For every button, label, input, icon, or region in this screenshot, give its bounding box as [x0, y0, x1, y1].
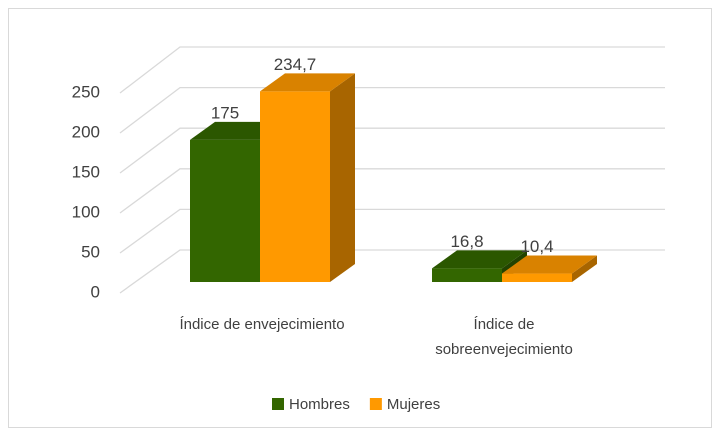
- grid-line: [119, 249, 665, 294]
- grid-line: [119, 86, 665, 134]
- x-tick-label: Índice de envejecimiento: [179, 316, 345, 333]
- legend-swatch: [369, 398, 382, 410]
- bar-top: [432, 250, 527, 269]
- bar-top: [260, 73, 355, 92]
- bar-side: [572, 255, 597, 282]
- value-label: 234,7: [274, 55, 317, 74]
- y-tick-label: 150: [72, 162, 100, 181]
- bar-front: [432, 268, 502, 282]
- value-label: 10,4: [520, 237, 553, 256]
- bar-top: [502, 255, 597, 274]
- legend-label: Mujeres: [387, 396, 440, 413]
- legend-swatch: [272, 398, 284, 410]
- value-label: 175: [211, 103, 239, 122]
- bar-front: [502, 273, 572, 282]
- value-label: 16,8: [450, 232, 483, 251]
- grid-line: [119, 46, 665, 94]
- y-tick-label: 200: [72, 122, 100, 141]
- bar: [502, 255, 597, 282]
- bar: [260, 73, 355, 282]
- y-tick-label: 0: [91, 282, 100, 301]
- chart-border: [8, 8, 712, 428]
- grid-line: [119, 208, 665, 254]
- x-tick-label: Índice de sobreenvejecimiento: [435, 316, 573, 358]
- y-tick-label: 250: [72, 82, 100, 101]
- grid-line: [119, 127, 665, 174]
- legend-label: Hombres: [289, 396, 350, 413]
- bar-front: [190, 139, 260, 282]
- y-tick-label: 100: [72, 202, 100, 221]
- grid-line: [119, 168, 665, 214]
- bar-side: [330, 73, 355, 282]
- bar-front: [260, 91, 330, 282]
- y-tick-label: 50: [81, 242, 100, 261]
